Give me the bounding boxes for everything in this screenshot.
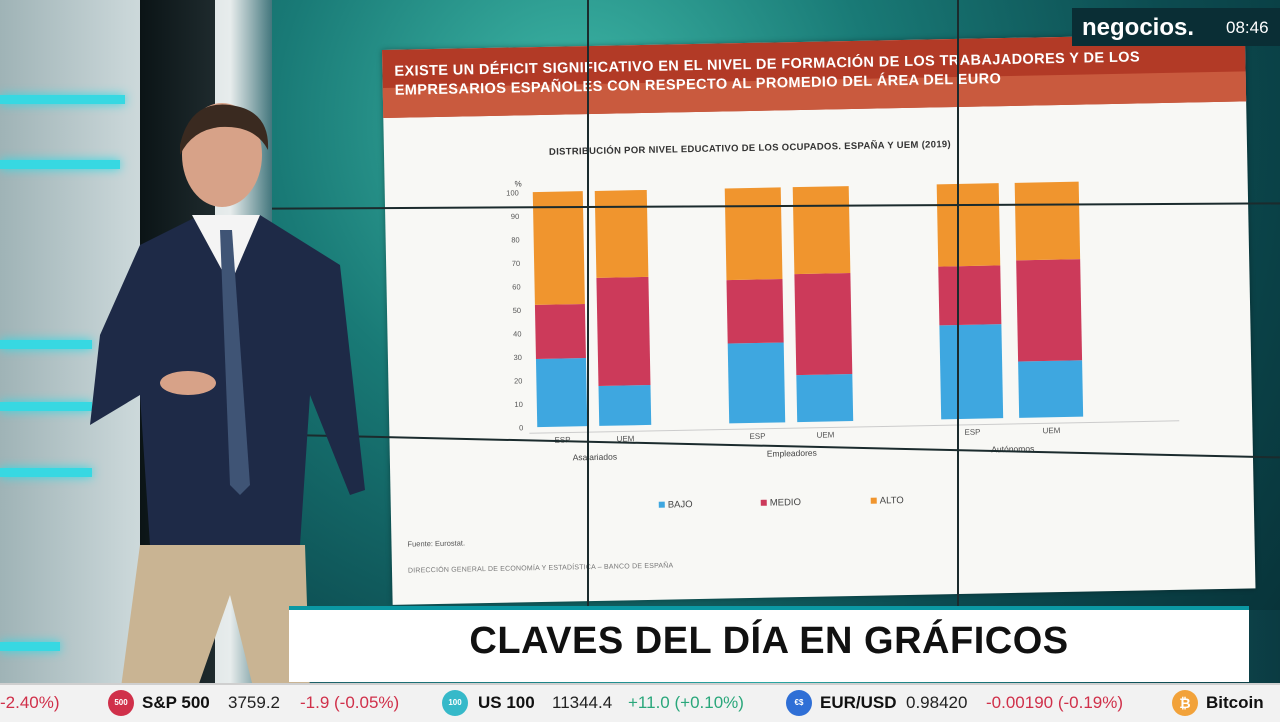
ticker-symbol: EUR/USD	[820, 693, 897, 712]
legend-swatch	[658, 501, 665, 508]
legend-item-alto: ALTO	[870, 495, 904, 507]
legend-swatch	[870, 497, 877, 504]
led-strip	[0, 642, 60, 651]
bar-segment-bajo	[727, 342, 786, 424]
wall-seam	[587, 0, 589, 610]
y-tick-label: 100	[506, 188, 519, 197]
chart-title: DISTRIBUCIÓN POR NIVEL EDUCATIVO DE LOS …	[548, 139, 952, 158]
wall-seam	[957, 0, 959, 610]
y-tick-label: 60	[512, 282, 521, 291]
legend-item-bajo: BAJO	[658, 499, 693, 511]
bar-segment-bajo	[598, 384, 652, 426]
bar-segment-alto	[1014, 181, 1081, 261]
legend-label: BAJO	[667, 499, 693, 511]
y-tick-label: 90	[511, 212, 520, 221]
legend-swatch	[760, 499, 767, 506]
x-tick-label: UEM	[617, 434, 635, 443]
clock: 08:46	[1226, 18, 1269, 37]
sp500-icon: 500	[108, 690, 134, 716]
x-tick-label: UEM	[816, 430, 834, 439]
presenter	[90, 103, 365, 695]
ticker-change: -2.40%)	[0, 693, 60, 712]
lower-third-title: CLAVES DEL DÍA EN GRÁFICOS	[469, 620, 1069, 662]
bar-segment-medio	[534, 303, 586, 359]
y-tick-label: 10	[514, 400, 523, 409]
bar-segment-alto	[936, 183, 1001, 267]
eurusd-icon: €$	[786, 690, 812, 716]
bar-segment-bajo	[939, 324, 1004, 420]
led-strip	[0, 160, 120, 169]
bar-segment-medio	[938, 265, 1002, 326]
y-tick-label: 80	[511, 235, 520, 244]
channel-bug	[1072, 8, 1280, 46]
bar-segment-alto	[532, 191, 585, 305]
bar-segment-alto	[594, 189, 649, 278]
ticker-price: 11344.4	[552, 693, 613, 712]
ticker-price: 0.98420	[906, 693, 968, 712]
stacked-bar-chart: %0102030405060708090100ESPUEMESPUEMESPUE…	[506, 179, 1180, 463]
y-tick-label: 0	[519, 423, 523, 432]
led-strip	[0, 340, 92, 349]
chart-source: Fuente: Eurostat.	[407, 538, 466, 549]
bar-segment-medio	[1016, 259, 1083, 362]
bar-segment-bajo	[1018, 360, 1084, 418]
group-label: Autónomos	[991, 444, 1034, 455]
legend-label: ALTO	[879, 495, 904, 507]
x-axis-line	[529, 420, 1180, 434]
y-tick-label: 40	[513, 329, 522, 338]
group-label: Asalariados	[573, 452, 618, 463]
us100-icon: 100	[442, 690, 468, 716]
slide-footer: DIRECCIÓN GENERAL DE ECONOMÍA Y ESTADÍST…	[407, 562, 674, 575]
ticker-symbol: S&P 500	[142, 693, 210, 712]
ticker-change: +11.0 (+0.10%)	[628, 693, 744, 712]
y-unit-label: %	[515, 179, 522, 188]
ticker-symbol: Bitcoin	[1206, 693, 1264, 712]
ticker-price: 3759.2	[228, 693, 280, 712]
channel-logo: negocios.	[1082, 14, 1195, 41]
y-tick-label: 30	[513, 353, 522, 362]
y-tick-label: 20	[514, 376, 523, 385]
legend-label: MEDIO	[769, 497, 802, 509]
group-label: Empleadores	[767, 448, 817, 459]
bar-segment-alto	[792, 186, 851, 275]
x-tick-label: ESP	[749, 432, 765, 441]
ticker-symbol: US 100	[478, 693, 535, 712]
x-tick-label: UEM	[1042, 426, 1060, 435]
ticker-change: -0.00190 (-0.19%)	[986, 693, 1124, 712]
chart-slide: EXISTE UN DÉFICIT SIGNIFICATIVO EN EL NI…	[382, 33, 1256, 605]
bar-segment-alto	[724, 187, 783, 281]
y-tick-label: 70	[512, 259, 521, 268]
bar-segment-medio	[596, 276, 651, 386]
led-strip	[0, 402, 92, 411]
led-strip	[0, 468, 92, 477]
bar-segment-bajo	[796, 374, 854, 423]
legend-item-medio: MEDIO	[760, 497, 802, 509]
bitcoin-icon: ₿	[1172, 690, 1198, 716]
bar-segment-medio	[794, 272, 853, 376]
bar-segment-bajo	[535, 357, 588, 428]
market-ticker: -2.40%) 500 S&P 500 3759.2 -1.9 (-0.05%)…	[0, 683, 1280, 722]
x-tick-label: ESP	[964, 428, 980, 437]
y-tick-label: 50	[513, 306, 522, 315]
ticker-change: -1.9 (-0.05%)	[300, 693, 400, 712]
led-strip	[0, 95, 125, 104]
lower-third-banner: CLAVES DEL DÍA EN GRÁFICOS	[289, 606, 1249, 682]
bar-segment-medio	[726, 279, 784, 344]
